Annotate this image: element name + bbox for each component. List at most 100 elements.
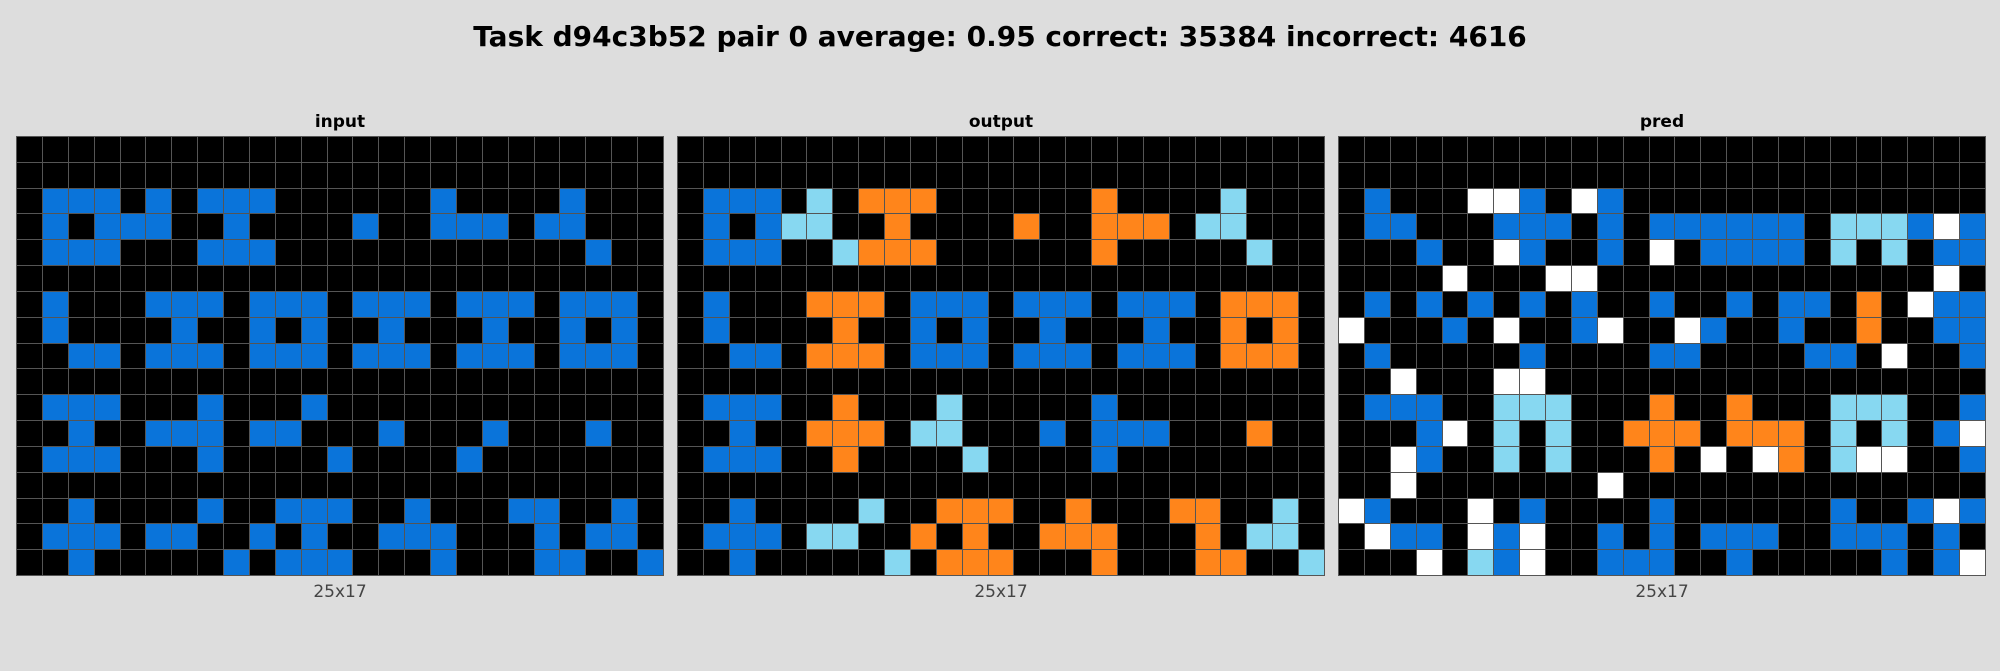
grid-cell [146, 472, 172, 498]
grid-cell [1195, 369, 1221, 395]
grid-cell [1169, 369, 1195, 395]
grid-cell [405, 291, 431, 317]
grid-cell [17, 291, 42, 317]
grid-cell [703, 524, 729, 550]
grid-cell [1649, 446, 1675, 472]
grid-cell [1442, 472, 1468, 498]
grid-cell [1597, 214, 1623, 240]
grid-cell [456, 343, 482, 369]
grid-cell [198, 291, 224, 317]
grid-cell [703, 343, 729, 369]
grid-cell [1247, 214, 1273, 240]
grid-cell [42, 421, 68, 446]
grid-cell [988, 266, 1014, 291]
grid-cell [678, 317, 703, 343]
grid-cell [1520, 498, 1546, 524]
grid-cell [146, 137, 172, 162]
grid-cell [249, 524, 275, 550]
grid-cell [1571, 137, 1597, 162]
grid-cell [1804, 343, 1830, 369]
grid-cell [1364, 395, 1390, 421]
grid-cell [146, 343, 172, 369]
grid-cell [1169, 421, 1195, 446]
grid-cell [301, 188, 327, 214]
grid-cell [405, 395, 431, 421]
grid-cell [94, 498, 120, 524]
grid-cell [353, 369, 379, 395]
grid-cell [1546, 446, 1571, 472]
grid-cell [729, 421, 755, 446]
grid-cell [1390, 266, 1416, 291]
grid-cell [1856, 446, 1882, 472]
grid-cell [1830, 188, 1856, 214]
grid-cell [353, 317, 379, 343]
grid-cell [172, 498, 198, 524]
grid-cell [1675, 524, 1701, 550]
grid-cell [42, 446, 68, 472]
grid-cell [1066, 395, 1092, 421]
grid-cell [1675, 550, 1701, 575]
grid-cell [1390, 472, 1416, 498]
grid-cell [1856, 266, 1882, 291]
grid-cell [172, 317, 198, 343]
grid-cell [988, 240, 1014, 266]
grid-cell [353, 188, 379, 214]
grid-cell [120, 446, 146, 472]
output-panel: output 25x17 [677, 110, 1325, 602]
grid-cell [1856, 472, 1882, 498]
grid-cell [249, 395, 275, 421]
grid-cell [755, 395, 781, 421]
grid-cell [1169, 214, 1195, 240]
grid-cell [1649, 524, 1675, 550]
grid-cell [431, 240, 456, 266]
grid-cell [1117, 137, 1143, 162]
grid-cell [1299, 240, 1324, 266]
grid-cell [1520, 395, 1546, 421]
grid-cell [1960, 317, 1985, 343]
grid-cell [612, 498, 638, 524]
grid-cell [1066, 162, 1092, 188]
grid-cell [1273, 524, 1299, 550]
grid-cell [249, 137, 275, 162]
grid-cell [224, 188, 249, 214]
grid-cell [482, 395, 508, 421]
grid-cell [198, 395, 224, 421]
grid-cell [405, 524, 431, 550]
grid-cell [859, 291, 885, 317]
grid-cell [1169, 240, 1195, 266]
grid-cell [249, 291, 275, 317]
grid-cell [534, 446, 560, 472]
grid-cell [1092, 395, 1117, 421]
grid-cell [1390, 240, 1416, 266]
grid-cell [1494, 188, 1520, 214]
pred-grid [1338, 136, 1986, 576]
grid-cell [807, 162, 833, 188]
grid-cell [224, 214, 249, 240]
grid-cell [1092, 137, 1117, 162]
grid-cell [1416, 137, 1442, 162]
grid-cell [936, 188, 962, 214]
grid-cell [120, 291, 146, 317]
grid-cell [1623, 240, 1649, 266]
grid-cell [1571, 550, 1597, 575]
grid-cell [1143, 472, 1169, 498]
grid-cell [1066, 343, 1092, 369]
grid-cell [1882, 317, 1908, 343]
grid-cell [885, 266, 910, 291]
grid-cell [833, 498, 859, 524]
grid-cell [781, 162, 807, 188]
grid-cell [1247, 188, 1273, 214]
grid-cell [1117, 343, 1143, 369]
grid-cell [482, 214, 508, 240]
grid-cell [1339, 291, 1364, 317]
grid-cell [988, 550, 1014, 575]
grid-cell [807, 137, 833, 162]
grid-cell [1830, 369, 1856, 395]
grid-cell [1830, 291, 1856, 317]
grid-cell [17, 472, 42, 498]
grid-cell [1753, 240, 1778, 266]
grid-cell [1247, 240, 1273, 266]
grid-cell [1169, 137, 1195, 162]
grid-cell [1571, 369, 1597, 395]
grid-cell [1649, 369, 1675, 395]
